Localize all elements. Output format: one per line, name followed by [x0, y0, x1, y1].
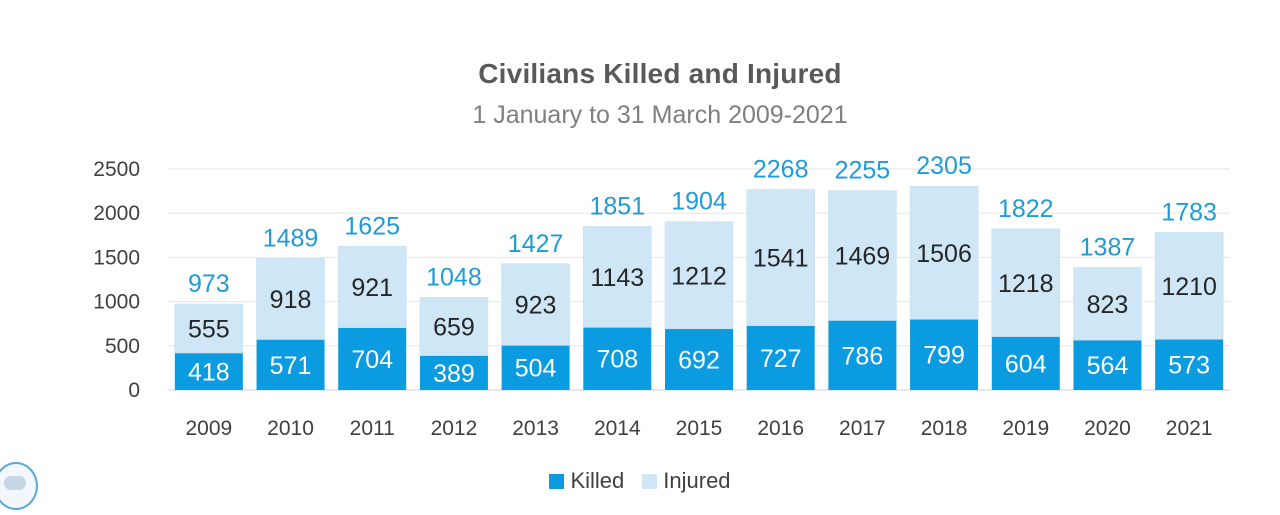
data-label-injured: 659 — [433, 313, 475, 341]
data-label-injured: 1210 — [1161, 273, 1217, 301]
bar-killed — [256, 339, 325, 390]
bar-injured — [256, 258, 325, 340]
bar-killed — [1073, 340, 1142, 390]
legend-item-killed: Killed — [549, 468, 624, 494]
legend-item-injured: Injured — [642, 468, 731, 494]
data-label-total: 2268 — [753, 156, 809, 184]
bar-injured — [909, 185, 979, 320]
data-label-killed: 418 — [188, 359, 230, 387]
chart-subtitle: 1 January to 31 March 2009-2021 — [472, 101, 848, 129]
data-label-killed: 799 — [923, 342, 965, 370]
y-tick-label: 1500 — [93, 246, 140, 269]
bar-injured — [991, 228, 1061, 337]
data-label-killed: 708 — [596, 346, 638, 374]
data-label-killed: 727 — [760, 345, 802, 373]
bar-injured — [419, 297, 489, 356]
x-tick-label: 2009 — [185, 417, 232, 440]
bar-injured — [501, 263, 570, 346]
data-label-injured: 555 — [188, 316, 230, 344]
bar-injured — [828, 190, 897, 321]
data-label-total: 1783 — [1161, 198, 1217, 226]
data-label-killed: 604 — [1005, 350, 1047, 378]
bar-killed — [583, 327, 652, 390]
data-label-total: 1851 — [589, 192, 645, 220]
x-tick-label: 2020 — [1084, 417, 1131, 440]
data-label-killed: 692 — [678, 346, 720, 374]
bar-injured — [583, 226, 652, 328]
data-label-killed: 573 — [1168, 352, 1210, 380]
bar-injured — [337, 246, 407, 329]
x-tick-label: 2017 — [839, 417, 886, 440]
data-label-injured: 1469 — [835, 243, 891, 271]
data-label-total: 1048 — [426, 263, 482, 291]
bar-injured — [1073, 267, 1142, 341]
bar-killed — [1155, 339, 1224, 390]
y-axis: 0 500 1000 1500 2000 2500 — [93, 158, 140, 402]
x-tick-label: 2012 — [431, 417, 478, 440]
bar-killed — [746, 325, 815, 390]
data-label-injured: 823 — [1087, 291, 1129, 319]
data-label-killed: 504 — [515, 355, 557, 383]
data-label-total: 2255 — [835, 157, 891, 185]
x-tick-label: 2018 — [921, 417, 968, 440]
bar-injured — [746, 189, 815, 326]
logo-icon — [0, 462, 38, 510]
data-label-killed: 786 — [842, 342, 884, 370]
legend: Killed Injured — [0, 468, 1280, 494]
data-label-killed: 389 — [433, 360, 475, 388]
y-tick-label: 2000 — [93, 202, 140, 225]
chart-title: Civilians Killed and Injured — [478, 58, 842, 89]
x-tick-label: 2021 — [1166, 417, 1213, 440]
bar-killed — [910, 319, 979, 390]
bar-killed — [419, 355, 488, 390]
legend-swatch-killed — [549, 473, 565, 489]
bar-killed — [501, 345, 570, 390]
legend-label-killed: Killed — [570, 468, 625, 493]
data-label-injured: 923 — [515, 292, 557, 320]
y-tick-label: 2500 — [93, 158, 140, 181]
data-label-injured: 921 — [351, 274, 393, 302]
data-label-total: 1489 — [263, 224, 319, 252]
data-label-total: 2305 — [916, 152, 972, 180]
y-tick-label: 500 — [105, 335, 140, 358]
y-tick-label: 1000 — [93, 291, 140, 314]
x-tick-label: 2015 — [676, 417, 723, 440]
data-label-killed: 704 — [351, 346, 393, 374]
data-label-killed: 564 — [1087, 352, 1129, 380]
data-label-injured: 1218 — [998, 270, 1054, 298]
x-tick-label: 2019 — [1002, 417, 1049, 440]
bar-injured — [664, 221, 734, 330]
legend-swatch-injured — [642, 473, 658, 489]
data-label-injured: 1143 — [590, 264, 644, 292]
x-axis: 2009 2010 2011 2012 2013 2014 2015 2016 2017 2018… — [185, 417, 1212, 440]
bar-killed — [174, 353, 243, 390]
x-tick-label: 2011 — [350, 417, 395, 440]
bar-injured — [174, 303, 244, 354]
bar-killed — [338, 327, 407, 390]
data-label-injured: 1541 — [753, 245, 809, 273]
data-label-total: 1822 — [998, 195, 1054, 223]
data-label-total: 1427 — [508, 230, 564, 258]
data-label-total: 1387 — [1080, 233, 1136, 261]
data-label-total: 973 — [188, 270, 230, 298]
x-tick-label: 2013 — [512, 417, 559, 440]
x-tick-label: 2010 — [267, 417, 314, 440]
x-tick-label: 2014 — [594, 417, 641, 440]
bar-injured — [1154, 232, 1224, 340]
data-label-injured: 1506 — [916, 240, 972, 268]
data-label-total: 1625 — [344, 212, 400, 240]
data-label-injured: 918 — [270, 286, 312, 314]
bar-killed — [665, 328, 733, 390]
x-tick-label: 2016 — [757, 417, 804, 440]
y-tick-label: 0 — [128, 379, 140, 402]
legend-label-injured: Injured — [663, 468, 731, 493]
data-label-injured: 1212 — [671, 262, 727, 290]
bar-killed — [828, 320, 897, 390]
data-label-total: 1904 — [671, 188, 727, 216]
data-label-killed: 571 — [270, 352, 312, 380]
bar-killed — [991, 336, 1060, 390]
bars: 418 555 973 571 918 1489 704 921 1625 389 659 1048 5… — [174, 152, 1224, 390]
